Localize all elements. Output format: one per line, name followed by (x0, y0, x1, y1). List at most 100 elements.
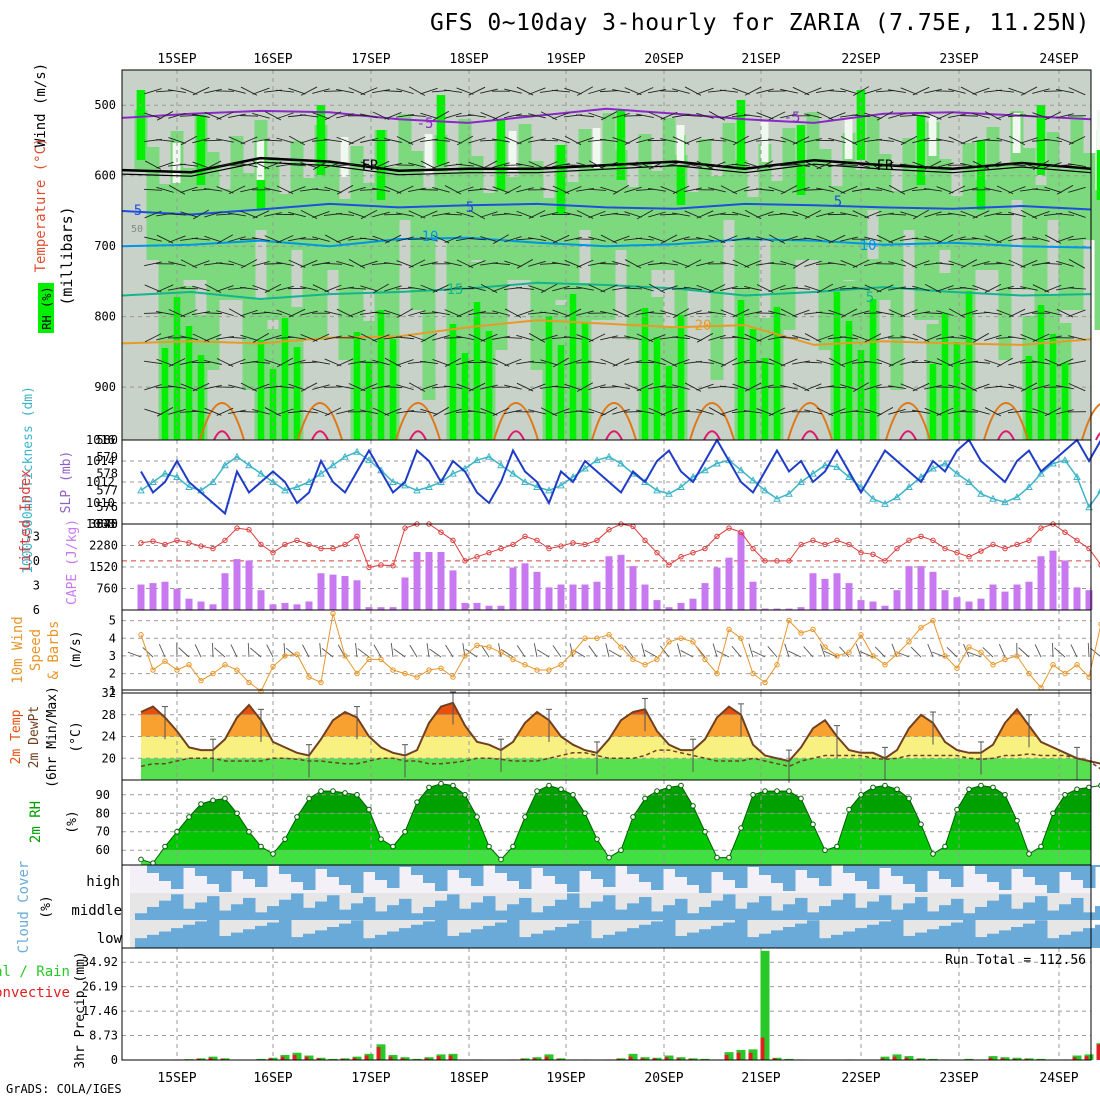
cloud-units-label: (%) (39, 895, 54, 918)
thickness-marker (257, 469, 265, 477)
wind-barb (539, 139, 559, 142)
precip-convective-bar (748, 1052, 753, 1060)
wind-barb (803, 361, 823, 364)
wind-speed-marker (846, 649, 852, 656)
tick-label: 6 (33, 603, 40, 617)
wind-barb (503, 336, 523, 339)
wind-barb (588, 645, 598, 658)
rh-band-high (616, 110, 626, 180)
cape-bar (689, 598, 697, 610)
wind-barb (360, 161, 378, 169)
wind-barb (1068, 163, 1086, 167)
wind-barb (755, 139, 775, 142)
thickness-marker (773, 494, 781, 502)
isotherm-label: 5 (134, 203, 142, 219)
lifted-index-marker (438, 529, 444, 535)
isotherm-label: -5 (417, 116, 434, 132)
lifted-index-marker (498, 545, 504, 552)
wind-barb (648, 384, 666, 390)
rh2m-marker (258, 843, 264, 850)
thickness-marker (353, 447, 361, 455)
cloud-high-cell (639, 865, 652, 882)
rh-dry-pocket (424, 134, 433, 174)
wind-barb (158, 644, 166, 658)
wind-speed-marker (522, 662, 528, 668)
wind-barb (264, 283, 282, 293)
wind-barb (996, 408, 1014, 416)
lifted-index-marker (258, 541, 264, 548)
wind-barb (888, 112, 906, 119)
wind-barb (228, 113, 246, 118)
wind-barb (300, 86, 318, 96)
wind-barb (899, 287, 919, 290)
cloud-middle-cell (567, 893, 580, 920)
wind-speed-marker (1074, 662, 1080, 668)
wind-barb (792, 136, 810, 145)
lifted-index-marker (510, 541, 516, 548)
wind-speed-marker (678, 635, 684, 641)
wind-barb (804, 409, 822, 415)
wind-speed-marker (306, 674, 312, 680)
rh2m-marker (570, 791, 576, 798)
wind-barb (396, 336, 414, 340)
cape-bar (905, 566, 913, 610)
wind-barb (168, 137, 186, 144)
wind-barb (408, 334, 426, 342)
cloud-low-cell (375, 934, 388, 948)
wind-barb (239, 238, 259, 241)
wind-barb (468, 113, 486, 118)
wind-barb (888, 137, 906, 144)
precip-total-bar (304, 1055, 314, 1060)
thickness-marker (581, 464, 589, 472)
wind-barb (527, 361, 547, 364)
wind-barb (552, 137, 570, 144)
cloud-low-cell (483, 925, 496, 948)
wind-speed-marker (234, 667, 240, 673)
wind-barb (695, 312, 715, 315)
wind-barb (828, 137, 846, 144)
wind-barb (864, 333, 882, 343)
wind-barb (828, 408, 846, 416)
wind-barb (672, 185, 690, 195)
cloud-high-cell (939, 865, 952, 879)
wind-barb (336, 185, 354, 195)
hot-contour (997, 430, 1015, 441)
wind-barb (612, 89, 630, 94)
rh2m-marker (750, 791, 756, 798)
thickness-marker (401, 481, 409, 489)
warm-contour (493, 402, 539, 441)
cloud-middle-cell (1047, 910, 1060, 920)
thickness-marker (965, 477, 973, 485)
wind-barb (683, 114, 703, 117)
thickness-marker (185, 482, 193, 491)
cloud-low-cell (963, 920, 976, 948)
wind-speed-marker (402, 670, 408, 677)
bottom-day-label: 21SEP (741, 1071, 780, 1086)
cloud-middle-cell (747, 902, 760, 920)
thickness-marker (905, 482, 913, 491)
wind-barb (816, 334, 834, 342)
rh-band (230, 136, 244, 300)
cloud-low-cell (939, 925, 952, 948)
cloud-middle-cell (651, 911, 664, 920)
rh-band-high (461, 353, 469, 440)
wind-barb (684, 382, 702, 392)
wind-barb (468, 310, 486, 316)
rh2m-marker (222, 795, 228, 802)
wind-barb (900, 309, 918, 318)
wind-barb (420, 284, 438, 293)
cloud-low-cell (999, 930, 1012, 948)
wind-barb (1044, 335, 1062, 341)
cloud-low-cell (531, 933, 544, 948)
lifted-index-marker (870, 551, 876, 558)
wind-barb (156, 139, 174, 142)
wind-barb (204, 211, 222, 218)
wind-barb (815, 262, 835, 265)
wind-barb (900, 383, 918, 391)
wind-barb (1008, 186, 1026, 194)
rh2m-marker (426, 784, 432, 791)
wind-barb (1068, 186, 1086, 193)
wind-barb (612, 184, 630, 195)
wind-barb (852, 136, 870, 144)
